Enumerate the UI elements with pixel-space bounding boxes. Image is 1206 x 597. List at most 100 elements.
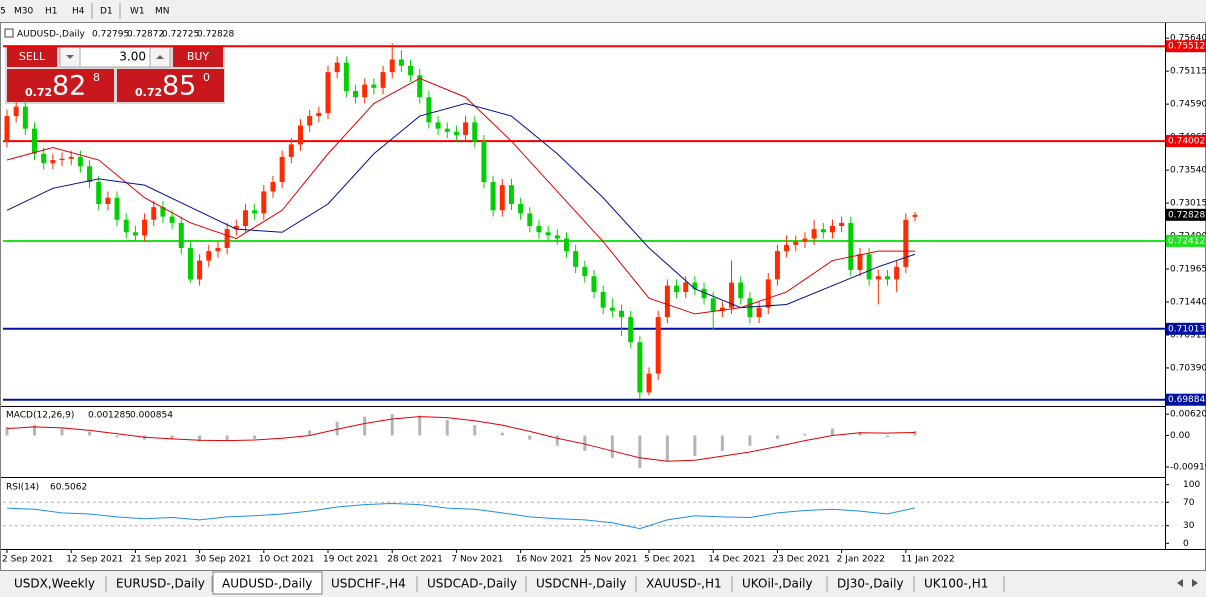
buy-label[interactable]: BUY xyxy=(187,50,210,63)
candle-body xyxy=(784,244,790,252)
candle-body xyxy=(866,254,872,280)
y-tick-label: 0.71965 xyxy=(1170,265,1206,275)
chart-title: AUDUSD-,Daily xyxy=(17,30,85,40)
y-tick-label: 0.006201 xyxy=(1170,410,1206,420)
candle-body xyxy=(380,72,386,88)
candle-body xyxy=(609,307,615,311)
x-tick-label: 10 Oct 2021 xyxy=(259,555,315,565)
candle-body xyxy=(756,307,762,318)
tab-scroll-left[interactable] xyxy=(1177,579,1183,587)
y-tick-label: 0 xyxy=(1183,539,1189,549)
candle-body xyxy=(463,122,469,135)
candle-body xyxy=(261,191,267,214)
candle-body xyxy=(591,276,597,292)
y-tick-label: 0.75115 xyxy=(1170,67,1206,77)
sell-label[interactable]: SELL xyxy=(19,50,46,63)
level-label: 0.69884 xyxy=(1168,395,1205,405)
macd-bar xyxy=(885,435,889,438)
macd-bar xyxy=(693,435,697,457)
tab[interactable]: USDCHF-,H4 xyxy=(331,577,406,591)
candle-body xyxy=(490,182,496,211)
tab[interactable]: UK100-,H1 xyxy=(924,577,988,591)
timeframe-button[interactable]: MN xyxy=(155,7,170,17)
candle-body xyxy=(683,282,689,292)
candle-body xyxy=(389,59,395,73)
tab[interactable]: DJ30-,Daily xyxy=(837,577,904,591)
candle-body xyxy=(77,156,83,167)
candle-body xyxy=(142,219,148,236)
bid-box[interactable] xyxy=(7,69,114,102)
candle-body xyxy=(362,84,368,98)
ask-box[interactable] xyxy=(117,69,224,102)
candle-body xyxy=(132,232,138,236)
level-label: 0.74002 xyxy=(1168,137,1205,147)
candle-body xyxy=(426,97,432,123)
timeframe-button[interactable]: H1 xyxy=(45,7,58,17)
candle-body xyxy=(68,156,74,159)
candle-body xyxy=(453,131,459,135)
macd-bar xyxy=(720,435,724,451)
tab[interactable]: XAUUSD-,H1 xyxy=(646,577,722,591)
macd-signal xyxy=(6,416,916,462)
timeframe-button[interactable]: D1 xyxy=(100,7,113,17)
rsi-value: 60.5062 xyxy=(50,483,87,493)
macd-bar xyxy=(528,435,532,440)
candle-body xyxy=(444,128,450,132)
candle-body xyxy=(903,219,909,267)
x-tick-label: 23 Dec 2021 xyxy=(772,555,830,565)
macd-title: MACD(12,26,9) xyxy=(6,411,74,421)
candle-body xyxy=(178,222,184,248)
sell-button[interactable] xyxy=(7,47,57,67)
tab[interactable]: AUDUSD-,Daily xyxy=(222,577,312,591)
symbol-icon xyxy=(4,28,14,38)
macd-bar xyxy=(500,432,504,436)
macd-bar xyxy=(913,431,917,436)
candle-body xyxy=(252,210,258,214)
candle-body xyxy=(160,207,166,217)
candle-body xyxy=(325,72,331,113)
ask-big: 85 xyxy=(162,71,196,102)
candle-body xyxy=(894,266,900,280)
candle-body xyxy=(628,317,634,343)
rsi-line xyxy=(6,502,916,530)
buy-button[interactable] xyxy=(173,47,223,67)
tab[interactable]: USDCAD-,Daily xyxy=(427,577,517,591)
macd-bar xyxy=(390,414,394,436)
candle-body xyxy=(224,229,230,248)
macd-bar xyxy=(170,435,174,440)
tab[interactable]: USDX,Weekly xyxy=(14,577,95,591)
candle-body xyxy=(187,247,193,280)
tab[interactable]: EURUSD-,Daily xyxy=(116,577,205,591)
bid-prefix: 0.72 xyxy=(25,86,52,99)
candle-body xyxy=(41,153,47,164)
timeframe-button[interactable]: W1 xyxy=(130,7,145,17)
candle-body xyxy=(912,214,918,217)
macd-bar xyxy=(555,435,559,446)
candle-body xyxy=(334,62,340,73)
y-tick-label: 0.75640 xyxy=(1170,34,1206,44)
timeframe-button[interactable]: M30 xyxy=(14,7,33,17)
volume-value[interactable]: 3.00 xyxy=(119,50,146,64)
candle-body xyxy=(87,166,93,183)
macd-bar xyxy=(363,416,367,436)
timeframe-button[interactable]: H4 xyxy=(72,7,85,17)
candle-body xyxy=(692,282,698,289)
timeframe-button[interactable]: 5 xyxy=(0,7,6,17)
candle-body xyxy=(774,251,780,280)
macd-bar xyxy=(418,415,422,436)
candle-body xyxy=(279,156,285,183)
tab-bar xyxy=(0,571,1206,597)
tab[interactable]: USDCNH-,Daily xyxy=(536,577,627,591)
tab-active[interactable] xyxy=(212,571,323,595)
macd-bar xyxy=(665,435,669,462)
candle-body xyxy=(600,291,606,308)
candle-body xyxy=(637,342,643,393)
candle-body xyxy=(518,204,524,214)
candle-body xyxy=(123,219,129,233)
macd-bar xyxy=(33,425,37,436)
candle-body xyxy=(4,116,10,142)
candle-body xyxy=(288,144,294,157)
tab-scroll-right[interactable] xyxy=(1192,579,1198,587)
tab[interactable]: UKOil-,Daily xyxy=(742,577,813,591)
